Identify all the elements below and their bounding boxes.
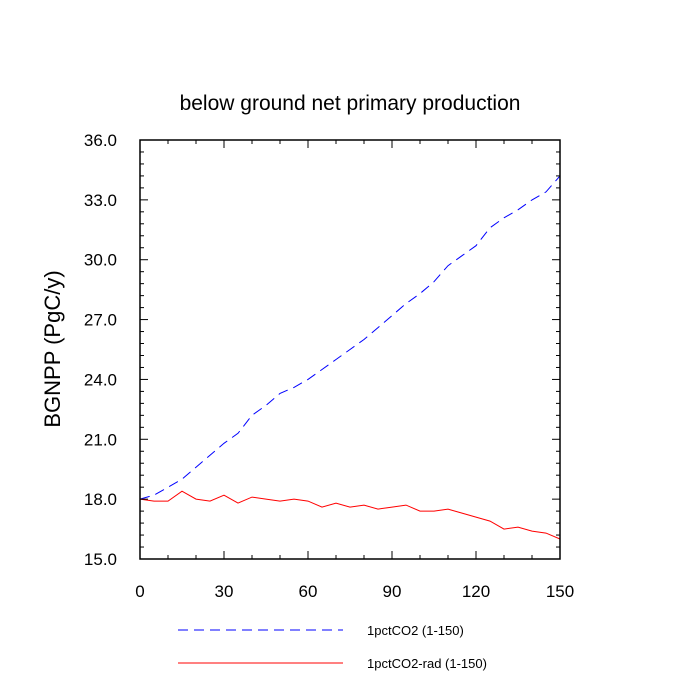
y-tick-label: 33.0 <box>84 191 117 210</box>
plot-area <box>139 175 561 540</box>
plot-frame <box>139 139 561 560</box>
legend-label-1: 1pctCO2 (1-150) <box>367 623 464 638</box>
y-tick-label: 24.0 <box>84 370 117 389</box>
y-tick-label: 27.0 <box>84 311 117 330</box>
y-axis-label: BGNPP (PgC/y) <box>40 270 65 427</box>
y-tick-label: 30.0 <box>84 251 117 270</box>
x-tick-label: 0 <box>135 582 144 601</box>
series-line-2 <box>139 490 561 540</box>
legend-label-2: 1pctCO2-rad (1-150) <box>367 656 487 671</box>
legend: 1pctCO2 (1-150) 1pctCO2-rad (1-150) <box>178 623 487 671</box>
x-tick-label: 30 <box>215 582 234 601</box>
x-tick-label: 60 <box>299 582 318 601</box>
x-tick-label: 90 <box>383 582 402 601</box>
y-tick-label: 36.0 <box>84 131 117 150</box>
axes: 0 30 60 90 120 150 15.0 18.0 21.0 24.0 27.0 30.0 33.… <box>84 131 574 601</box>
y-tick-label: 15.0 <box>84 550 117 569</box>
y-tick-label: 21.0 <box>84 430 117 449</box>
y-tick-label: 18.0 <box>84 490 117 509</box>
x-tick-label: 120 <box>462 582 490 601</box>
series-line-1 <box>139 175 561 500</box>
chart-title: below ground net primary production <box>180 92 521 115</box>
x-tick-label: 150 <box>546 582 574 601</box>
